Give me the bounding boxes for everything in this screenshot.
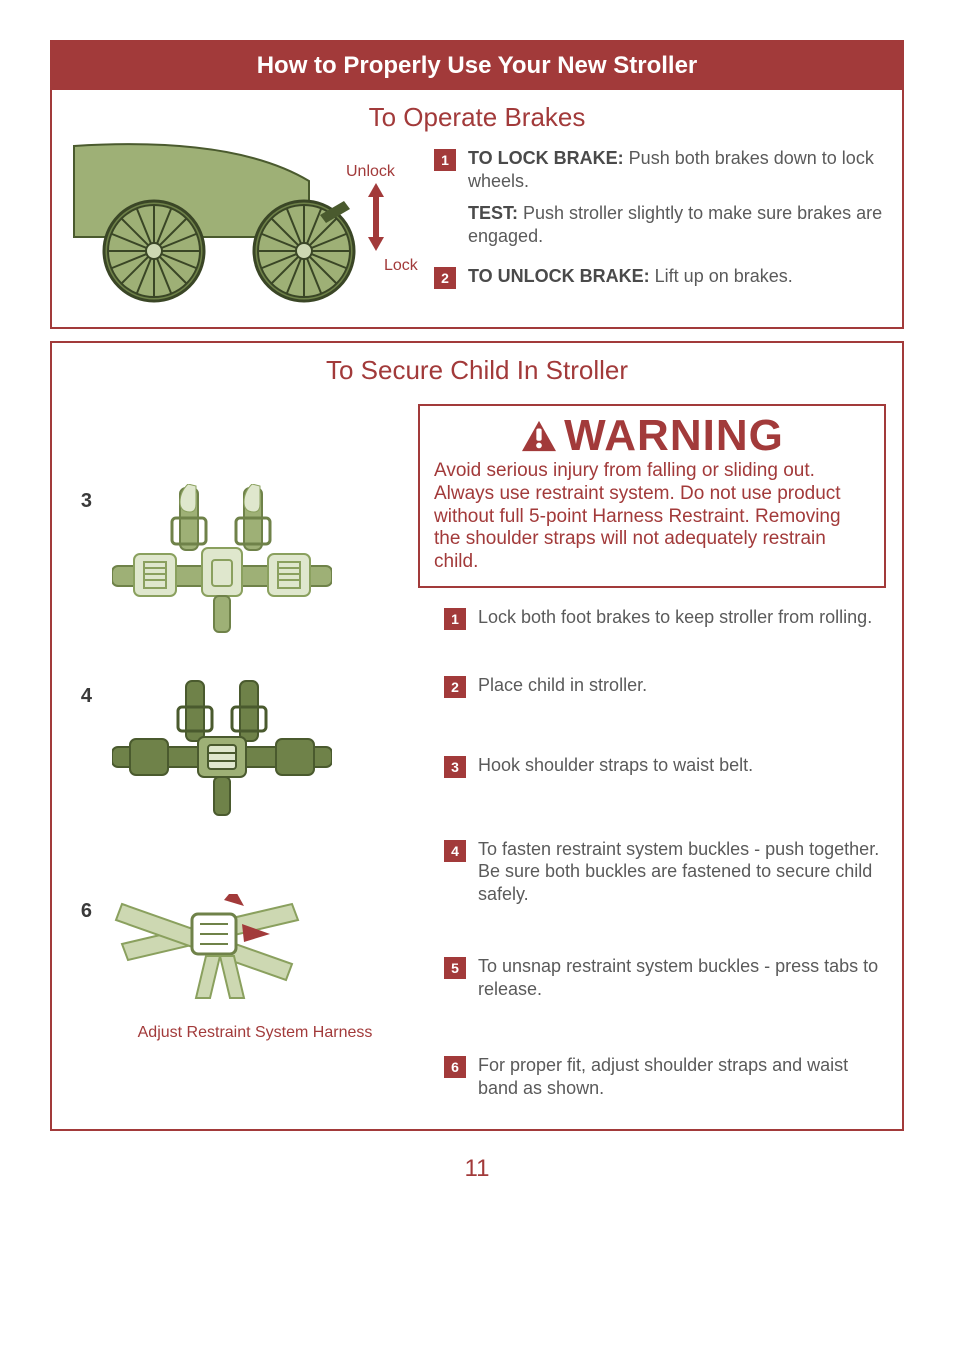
step-text: TO UNLOCK BRAKE: Lift up on brakes.	[468, 265, 890, 289]
step-text: For proper fit, adjust shoulder straps a…	[478, 1054, 886, 1099]
brakes-row: Unlock Lock 1 TO LOCK BRAKE: Push both b…	[52, 141, 902, 327]
warning-heading: WARNING	[434, 414, 870, 458]
step-number-badge: 1	[434, 149, 456, 171]
step-number-badge: 5	[444, 957, 466, 979]
brakes-section-title: To Operate Brakes	[52, 90, 902, 141]
step-text: Lock both foot brakes to keep stroller f…	[478, 606, 886, 630]
lock-label: Lock	[384, 257, 418, 275]
brakes-steps: 1 TO LOCK BRAKE: Push both brakes down t…	[434, 141, 890, 311]
figure-number: 3	[68, 484, 92, 513]
harness-open-icon	[112, 484, 398, 639]
step-text: TO LOCK BRAKE: Push both brakes down to …	[468, 147, 890, 247]
brake-step: 1 TO LOCK BRAKE: Push both brakes down t…	[434, 147, 890, 247]
brake-step: 2 TO UNLOCK BRAKE: Lift up on brakes.	[434, 265, 890, 289]
step-text: To fasten restraint system buckles - pus…	[478, 838, 886, 906]
secure-step: 2 Place child in stroller.	[418, 674, 886, 698]
unlock-label: Unlock	[346, 163, 395, 181]
step-bold: TEST:	[468, 203, 518, 223]
secure-step: 1 Lock both foot brakes to keep stroller…	[418, 606, 886, 630]
step-rest: Push stroller slightly to make sure brak…	[468, 203, 882, 246]
figure-block: 3	[68, 484, 398, 639]
step-number-badge: 3	[444, 756, 466, 778]
warning-heading-text: WARNING	[564, 414, 784, 458]
secure-figures: 3	[68, 404, 398, 1109]
page: How to Properly Use Your New Stroller To…	[0, 0, 954, 1203]
secure-step: 4 To fasten restraint system buckles - p…	[418, 838, 886, 906]
step-number-badge: 6	[444, 1056, 466, 1078]
secure-right: WARNING Avoid serious injury from fallin…	[418, 404, 886, 1109]
step-number-badge: 1	[444, 608, 466, 630]
section-brakes: How to Properly Use Your New Stroller To…	[50, 40, 904, 329]
secure-section-title: To Secure Child In Stroller	[52, 343, 902, 394]
step-text: Place child in stroller.	[478, 674, 886, 698]
warning-body: Avoid serious injury from falling or sli…	[434, 460, 870, 574]
secure-step: 5 To unsnap restraint system buckles - p…	[418, 955, 886, 1000]
page-title: How to Properly Use Your New Stroller	[52, 42, 902, 90]
secure-body: 3	[52, 394, 902, 1129]
secure-step: 3 Hook shoulder straps to waist belt.	[418, 754, 886, 778]
brake-illustration: Unlock Lock	[64, 141, 424, 311]
figure-block: 6	[68, 894, 398, 1042]
adjust-harness-icon: Adjust Restraint System Harness	[112, 894, 398, 1042]
step-text: To unsnap restraint system buckles - pre…	[478, 955, 886, 1000]
step-bold: TO LOCK BRAKE:	[468, 148, 624, 168]
secure-step: 6 For proper fit, adjust shoulder straps…	[418, 1054, 886, 1099]
step-bold: TO UNLOCK BRAKE:	[468, 266, 650, 286]
harness-fastened-icon	[112, 679, 398, 824]
section-secure: To Secure Child In Stroller 3	[50, 341, 904, 1131]
step-rest: Lift up on brakes.	[650, 266, 793, 286]
step-text: Hook shoulder straps to waist belt.	[478, 754, 886, 778]
page-number: 11	[50, 1155, 904, 1183]
step-number-badge: 4	[444, 840, 466, 862]
step-number-badge: 2	[434, 267, 456, 289]
figure-number: 4	[68, 679, 92, 708]
warning-box: WARNING Avoid serious injury from fallin…	[418, 404, 886, 588]
figure-caption: Adjust Restraint System Harness	[112, 1023, 398, 1042]
figure-number: 6	[68, 894, 92, 923]
step-number-badge: 2	[444, 676, 466, 698]
warning-triangle-icon	[520, 419, 558, 453]
figure-block: 4	[68, 679, 398, 824]
